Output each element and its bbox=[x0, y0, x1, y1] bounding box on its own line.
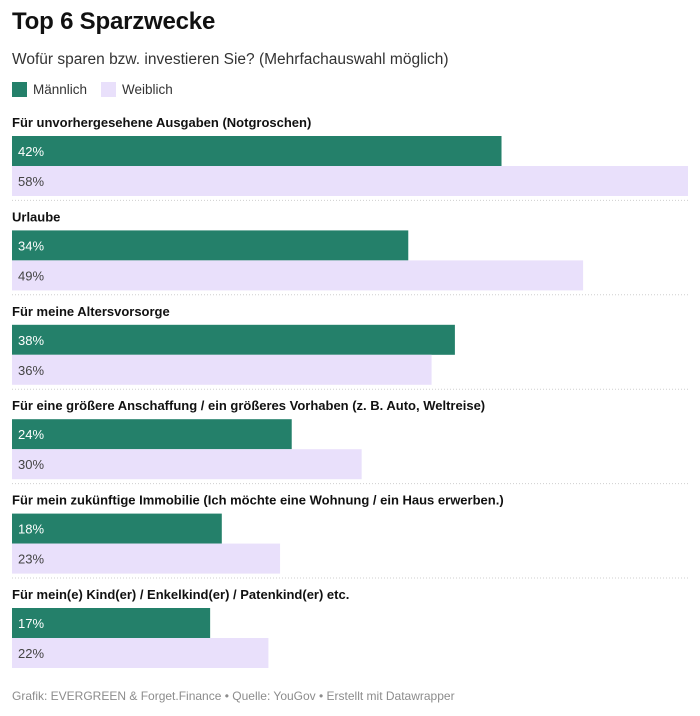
bar-value-label: 49% bbox=[18, 268, 44, 283]
bar-weiblich bbox=[12, 166, 688, 196]
legend-swatch-maennlich bbox=[12, 82, 27, 97]
bar-weiblich bbox=[12, 638, 269, 668]
bar-value-label: 38% bbox=[18, 333, 44, 348]
bar-value-label: 34% bbox=[18, 238, 44, 253]
bar-value-label: 24% bbox=[18, 427, 44, 442]
bar-value-label: 36% bbox=[18, 363, 44, 378]
bar-männlich bbox=[12, 136, 502, 166]
category-label: Für unvorhergesehene Ausgaben (Notgrosch… bbox=[12, 115, 311, 130]
bar-männlich bbox=[12, 513, 222, 544]
legend-swatch-weiblich bbox=[101, 82, 117, 97]
legend-label-weiblich: Weiblich bbox=[122, 82, 173, 97]
category-label: Urlaube bbox=[12, 209, 60, 224]
bar-value-label: 17% bbox=[18, 616, 44, 631]
category-label: Für mein zukünftige Immobilie (Ich möcht… bbox=[12, 493, 504, 508]
legend-item-maennlich: Männlich bbox=[12, 82, 87, 97]
bar-weiblich bbox=[12, 449, 362, 480]
bar-value-label: 18% bbox=[18, 522, 44, 537]
bar-value-label: 42% bbox=[18, 144, 44, 159]
category-label: Für eine größere Anschaffung / ein größe… bbox=[12, 398, 485, 413]
bar-value-label: 23% bbox=[18, 552, 44, 567]
bar-weiblich bbox=[12, 354, 432, 385]
chart-title: Top 6 Sparzwecke bbox=[12, 8, 216, 35]
bar-männlich bbox=[12, 324, 455, 355]
bar-weiblich bbox=[12, 543, 281, 574]
bar-männlich bbox=[12, 419, 292, 450]
bar-value-label: 58% bbox=[18, 174, 44, 189]
category-label: Für mein(e) Kind(er) / Enkelkind(er) / P… bbox=[12, 587, 349, 602]
bar-männlich bbox=[12, 230, 409, 261]
chart-legend: Männlich Weiblich bbox=[12, 82, 187, 97]
bar-value-label: 22% bbox=[18, 646, 44, 661]
legend-label-maennlich: Männlich bbox=[33, 82, 88, 97]
bar-weiblich bbox=[12, 260, 584, 291]
bar-männlich bbox=[12, 608, 211, 638]
chart-footer: Grafik: EVERGREEN & Forget.Finance • Que… bbox=[12, 689, 455, 703]
chart-subtitle: Wofür sparen bzw. investieren Sie? (Mehr… bbox=[12, 51, 449, 68]
bar-value-label: 30% bbox=[18, 457, 44, 472]
legend-item-weiblich: Weiblich bbox=[101, 82, 173, 97]
category-label: Für meine Altersvorsorge bbox=[12, 304, 170, 319]
